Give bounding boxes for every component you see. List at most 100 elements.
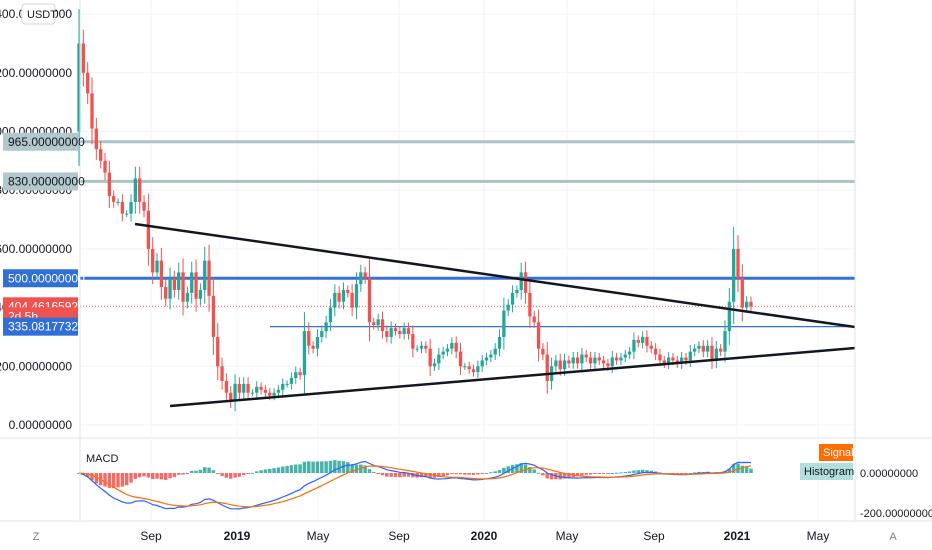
macd-histogram-bar bbox=[575, 473, 580, 477]
macd-histogram-bar bbox=[133, 473, 138, 479]
macd-histogram-bar bbox=[367, 469, 372, 473]
macd-histogram-bar bbox=[614, 472, 619, 474]
macd-histogram-bar bbox=[697, 471, 701, 473]
candle-body bbox=[255, 386, 259, 393]
macd-histogram-bar bbox=[541, 473, 545, 476]
candle-body bbox=[164, 287, 168, 299]
macd-histogram-bar bbox=[606, 473, 610, 474]
candle-body bbox=[601, 360, 606, 364]
macd-histogram-bar bbox=[324, 461, 328, 473]
drawing-lines bbox=[80, 140, 855, 328]
candle-body bbox=[497, 336, 502, 349]
candle-body bbox=[250, 392, 255, 394]
macd-histogram-bar bbox=[94, 473, 99, 484]
candle-body bbox=[203, 260, 207, 290]
macd-histogram-bar bbox=[302, 461, 307, 473]
currency-button-label[interactable]: USDT bbox=[27, 9, 57, 21]
candle-body bbox=[623, 354, 627, 358]
candle-body bbox=[116, 201, 120, 203]
trendlines[interactable] bbox=[134, 222, 856, 408]
macd-histogram-bar bbox=[536, 472, 541, 474]
macd-histogram-bar bbox=[463, 473, 467, 475]
currency-button[interactable]: USDT bbox=[21, 3, 57, 25]
candle-body bbox=[632, 339, 636, 352]
macd-histogram-bar bbox=[502, 467, 506, 473]
candle-body bbox=[112, 196, 116, 202]
chart-buttons[interactable]: USDT Z A bbox=[21, 0, 932, 543]
candle-body bbox=[229, 392, 233, 402]
candle-body bbox=[571, 357, 575, 364]
macd-histogram-bar bbox=[679, 473, 684, 474]
macd-histogram-bar bbox=[172, 473, 177, 478]
macd-histogram-bar bbox=[346, 462, 350, 473]
macd-histogram-bar bbox=[385, 473, 389, 477]
lower-trendline[interactable] bbox=[169, 346, 856, 408]
macd-histogram-bar bbox=[558, 473, 562, 480]
scale-settings-area[interactable] bbox=[856, 0, 932, 16]
macd-histogram-bar bbox=[428, 473, 432, 478]
candle-body bbox=[493, 348, 497, 355]
candle-body bbox=[740, 278, 744, 308]
macd-histogram-bar bbox=[649, 470, 654, 473]
candle-body bbox=[354, 284, 359, 308]
macd-histogram-bar bbox=[146, 473, 151, 478]
upper-trendline[interactable] bbox=[134, 222, 856, 329]
macd-histogram-bar bbox=[207, 467, 211, 473]
time-axis[interactable]: Sep 2019 May Sep 2020 May Sep 2021 May bbox=[140, 529, 829, 543]
candle-body bbox=[276, 389, 281, 393]
macd-histogram-bar bbox=[380, 473, 385, 476]
macd-histogram-bar bbox=[749, 468, 753, 473]
candle-body bbox=[684, 357, 688, 361]
price-badge-bg bbox=[3, 269, 78, 288]
zoom-reset-button[interactable]: Z bbox=[33, 531, 40, 543]
macd-histogram-bar bbox=[354, 464, 359, 473]
macd-histogram-bar bbox=[640, 469, 645, 473]
time-axis-label: May bbox=[807, 529, 830, 543]
price-axis-label: 1200.00000000 bbox=[0, 66, 72, 80]
price-badge-bg bbox=[3, 132, 78, 151]
candle-body bbox=[705, 345, 710, 352]
macd-histogram-bar bbox=[181, 473, 185, 475]
macd-histogram-bar bbox=[597, 473, 601, 474]
candle-body bbox=[536, 322, 541, 349]
macd-histogram-bar bbox=[307, 461, 311, 473]
macd-histogram-bar bbox=[341, 461, 346, 473]
time-axis-label: Sep bbox=[388, 529, 410, 543]
candle-body bbox=[450, 342, 454, 349]
macd-histogram-bar bbox=[111, 473, 116, 489]
currency-button-bg[interactable] bbox=[21, 3, 56, 25]
auto-scale-button[interactable]: A bbox=[889, 531, 897, 543]
candle-body bbox=[593, 357, 597, 364]
macd-histogram-bar bbox=[731, 464, 736, 473]
candle-body bbox=[463, 366, 467, 368]
macd-histogram-bar bbox=[610, 472, 614, 474]
candle-body bbox=[341, 289, 346, 302]
candle-body bbox=[415, 348, 419, 350]
price-axis-label: 200.00000000 bbox=[0, 359, 72, 373]
candle-body bbox=[454, 342, 458, 352]
candle-body bbox=[658, 354, 662, 361]
macd-histogram-bar bbox=[727, 468, 732, 473]
candle-body bbox=[285, 383, 289, 385]
price-badge-label: 500.00000000 bbox=[8, 271, 85, 285]
candle-body bbox=[389, 328, 393, 337]
candle-body bbox=[372, 322, 376, 326]
macd-histogram-bar bbox=[389, 473, 393, 477]
time-axis-label: May bbox=[556, 529, 579, 543]
macd-histogram-bar bbox=[619, 472, 623, 474]
macd-histogram-bar bbox=[224, 473, 229, 478]
candle-body bbox=[467, 366, 471, 370]
macd-histogram-bar bbox=[185, 473, 190, 474]
macd-histogram-bar bbox=[580, 473, 584, 476]
candle-body bbox=[99, 149, 103, 161]
candle-body bbox=[567, 360, 571, 364]
candle-body bbox=[614, 357, 619, 361]
candle-body bbox=[328, 307, 333, 323]
candle-body bbox=[237, 383, 242, 393]
candle-body bbox=[458, 351, 463, 367]
candle-body bbox=[194, 272, 198, 299]
macd-histogram-bar bbox=[419, 473, 424, 478]
candle-body bbox=[302, 331, 307, 376]
